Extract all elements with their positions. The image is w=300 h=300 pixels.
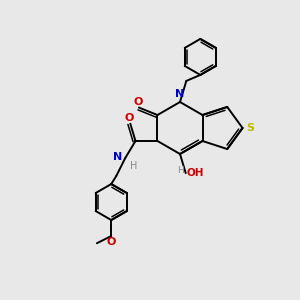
Text: H: H bbox=[177, 166, 184, 175]
Text: N: N bbox=[176, 89, 184, 99]
Text: H: H bbox=[130, 161, 138, 171]
Text: N: N bbox=[113, 152, 122, 162]
Text: O: O bbox=[106, 237, 116, 247]
Text: S: S bbox=[247, 123, 254, 133]
Text: O: O bbox=[133, 97, 142, 106]
Text: O: O bbox=[124, 113, 134, 123]
Text: OH: OH bbox=[187, 168, 205, 178]
